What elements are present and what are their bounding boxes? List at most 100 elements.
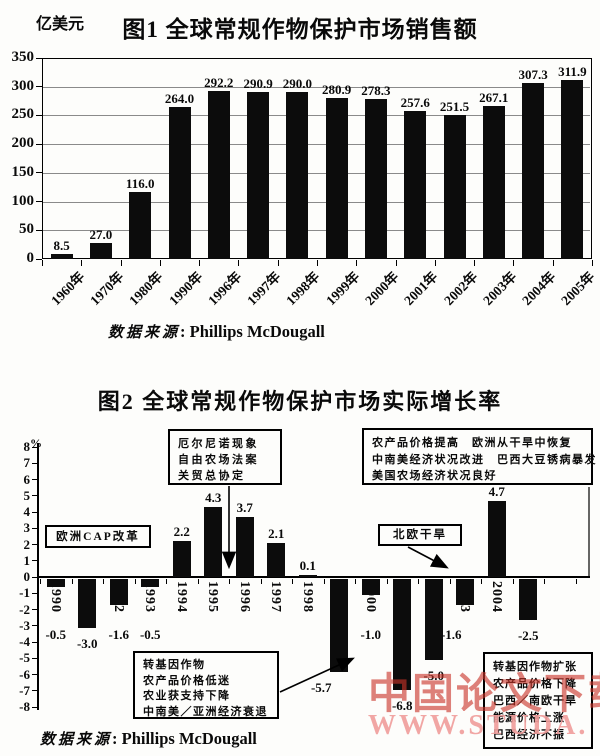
value-label: -1.6 — [108, 627, 130, 642]
value-label: 290.0 — [282, 76, 312, 92]
bar-2001 — [393, 579, 412, 690]
y-axis-tick — [32, 674, 37, 675]
y-axis-tick — [36, 172, 42, 174]
bar-2004 — [487, 500, 506, 577]
y-axis-label: 100 — [11, 192, 35, 209]
bar-2004年 — [522, 82, 545, 259]
value-label: 4.7 — [488, 483, 505, 499]
y-axis-tick — [32, 495, 37, 497]
x-axis-tick — [134, 579, 136, 584]
figure2-source: 数据来源: Phillips McDougall — [40, 728, 257, 749]
value-label: 292.2 — [204, 75, 234, 91]
value-label: -5.7 — [310, 679, 332, 695]
bar-1995 — [204, 507, 223, 577]
y-axis-tick — [32, 641, 37, 643]
bar-1999年 — [325, 97, 348, 259]
x-axis-tick — [418, 579, 419, 584]
y-axis-label: -7 — [19, 682, 30, 698]
x-axis-tick — [71, 579, 73, 584]
value-label: 307.3 — [518, 66, 548, 82]
figure1-title: 图1 全球常规作物保护市场销售额 — [122, 17, 478, 42]
x-axis-tick — [513, 260, 515, 266]
figure2-source-label: 数据来源 — [40, 732, 113, 748]
bar-1991 — [78, 579, 97, 628]
value-label: 278.3 — [361, 83, 391, 99]
x-axis-tick — [355, 579, 356, 584]
y-axis-label: -1 — [19, 585, 30, 601]
value-label: -6.8 — [391, 697, 413, 713]
value-label: 257.6 — [400, 95, 430, 111]
x-axis-label-text: 1996 — [236, 581, 252, 613]
bar-1996 — [235, 516, 254, 577]
value-label: 290.9 — [243, 75, 273, 91]
bar-1992 — [109, 579, 128, 605]
y-axis-tick — [32, 462, 37, 464]
x-axis-tick — [434, 260, 436, 266]
y-axis-label: -8 — [19, 699, 30, 714]
annotation-gm-expansion-box: 转基因作物扩张 农产品价格下降 巴西／南欧干旱 能源价格上涨 巴西经济不振 — [483, 652, 593, 749]
bar-2003年 — [482, 105, 505, 259]
x-axis-tick — [592, 260, 593, 266]
y-axis-label: 3 — [23, 520, 31, 536]
annotation-line: 自由农场法案 — [178, 454, 259, 466]
grid-line — [43, 172, 590, 174]
figure1-y-axis-unit: 亿美元 — [36, 16, 85, 33]
annotation-line: 巴西经济不振 — [493, 729, 565, 741]
annotation-line: 厄尔尼诺现象 — [178, 438, 259, 450]
y-axis-label: -5 — [19, 650, 30, 666]
y-axis-tick — [32, 576, 37, 578]
x-axis-tick — [386, 579, 388, 584]
x-axis-tick — [575, 579, 577, 584]
figure2-source-value: : Phillips McDougall — [112, 729, 257, 748]
value-label: -2.5 — [517, 627, 539, 643]
grid-line — [43, 144, 590, 146]
value-label: -5.0 — [423, 668, 445, 684]
x-axis-tick — [356, 260, 358, 266]
y-axis-tick — [32, 625, 37, 627]
x-axis-tick — [449, 579, 451, 584]
x-axis-tick — [395, 260, 397, 266]
y-axis-tick — [32, 560, 37, 562]
annotation-el-nino-box: 厄尔尼诺现象 自由农场法案 关贸总协定 — [168, 429, 282, 485]
value-label: -1.0 — [360, 627, 382, 642]
annotation-north-europe-drought-box: 北欧干旱 — [378, 524, 462, 546]
bar-1998 — [298, 575, 317, 577]
y-axis-label: -4 — [19, 634, 30, 649]
annotation-line: 农产品价格下降 — [493, 678, 577, 690]
x-axis-tick — [166, 579, 167, 584]
bar-1993 — [141, 579, 160, 588]
value-label: 264.0 — [164, 91, 195, 107]
y-axis-label: 350 — [11, 49, 35, 65]
y-axis-label: 50 — [19, 221, 34, 238]
y-axis-label: 1 — [23, 552, 31, 568]
x-axis-tick — [199, 260, 201, 266]
y-axis-tick — [32, 479, 37, 480]
figure2-zero-line — [38, 576, 590, 578]
x-axis-tick — [552, 260, 554, 266]
bar-2005年 — [561, 79, 584, 259]
y-axis-label: 5 — [23, 487, 31, 503]
grid-line — [43, 230, 590, 232]
y-axis-label: 250 — [11, 106, 35, 123]
bar-2002年 — [443, 114, 466, 259]
annotation-line: 美国农场经济状况良好 — [372, 470, 497, 482]
value-label: -0.5 — [139, 627, 161, 642]
y-axis-label: -3 — [19, 617, 30, 633]
bar-1997年 — [247, 91, 270, 259]
annotation-line: 中南美／亚洲经济衰退 — [143, 705, 268, 718]
figure1-source-value: : Phillips McDougall — [180, 322, 325, 341]
bar-1970年 — [89, 243, 112, 259]
y-axis-label: 150 — [11, 163, 35, 180]
bar-1996年 — [207, 91, 230, 259]
figure1-plot-border — [42, 58, 592, 259]
annotation-line: 农业获支持下降 — [143, 690, 231, 702]
y-axis-tick — [36, 258, 42, 260]
x-axis-tick — [120, 260, 122, 266]
x-axis-tick — [512, 579, 514, 584]
grid-line — [43, 201, 590, 203]
bar-1997 — [267, 542, 286, 577]
x-axis-tick — [317, 260, 318, 266]
